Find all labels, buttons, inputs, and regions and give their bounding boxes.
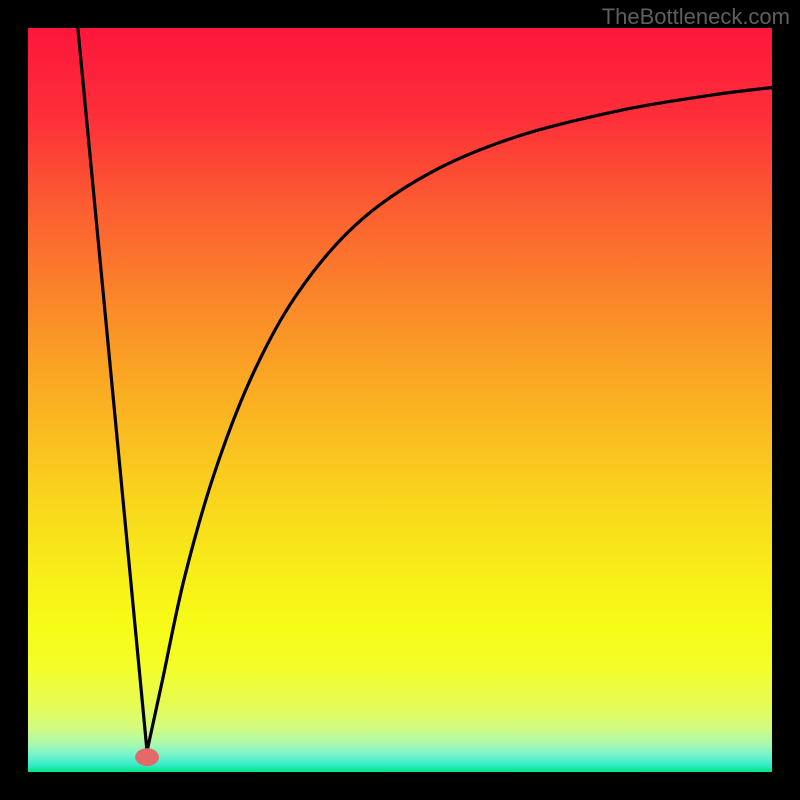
chart-container: TheBottleneck.com: [0, 0, 800, 800]
watermark-label: TheBottleneck.com: [602, 4, 790, 30]
bottleneck-curve-chart: [0, 0, 800, 800]
minimum-marker: [135, 748, 159, 766]
